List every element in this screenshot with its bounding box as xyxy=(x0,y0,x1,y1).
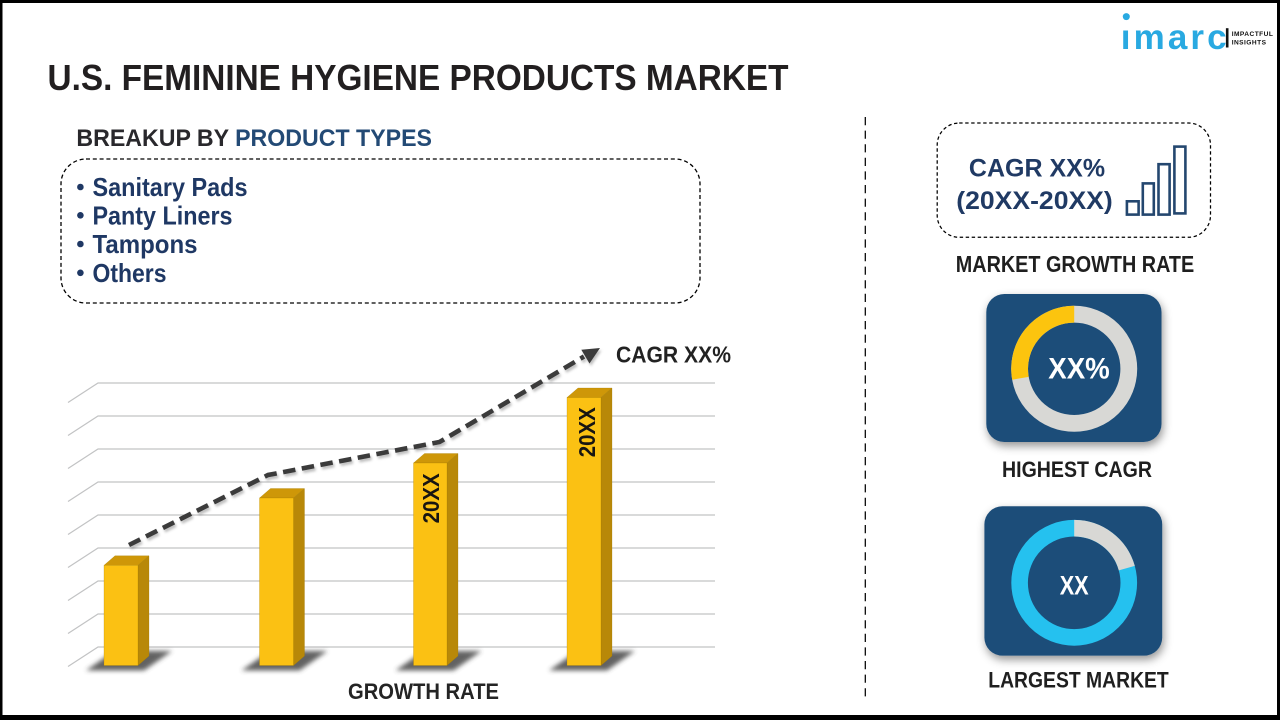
svg-text:20XX: 20XX xyxy=(574,407,600,458)
svg-text:20XX: 20XX xyxy=(418,473,444,524)
svg-text:CAGR XX%: CAGR XX% xyxy=(616,342,731,368)
svg-text:(20XX-20XX): (20XX-20XX) xyxy=(956,187,1113,215)
svg-text:IMPACTFUL: IMPACTFUL xyxy=(1232,31,1274,38)
svg-text:XX%: XX% xyxy=(1048,352,1110,385)
svg-text:ımarc: ımarc xyxy=(1121,18,1230,57)
svg-text:U.S. FEMININE HYGIENE PRODUCTS: U.S. FEMININE HYGIENE PRODUCTS MARKET xyxy=(48,57,789,98)
svg-text:HIGHEST CAGR: HIGHEST CAGR xyxy=(1002,457,1152,482)
svg-text:XX: XX xyxy=(1060,570,1089,600)
svg-text:Others: Others xyxy=(93,258,167,288)
svg-text:Panty Liners: Panty Liners xyxy=(93,201,233,231)
svg-text:Sanitary Pads: Sanitary Pads xyxy=(93,172,248,202)
svg-text:LARGEST MARKET: LARGEST MARKET xyxy=(988,668,1169,693)
svg-text:Tampons: Tampons xyxy=(93,229,198,259)
svg-text:MARKET GROWTH RATE: MARKET GROWTH RATE xyxy=(956,251,1195,277)
svg-text:CAGR XX%: CAGR XX% xyxy=(969,155,1105,183)
svg-text:GROWTH RATE: GROWTH RATE xyxy=(348,679,499,704)
svg-text:BREAKUP BY PRODUCT TYPES: BREAKUP BY PRODUCT TYPES xyxy=(76,125,432,152)
svg-text:INSIGHTS: INSIGHTS xyxy=(1232,39,1267,46)
